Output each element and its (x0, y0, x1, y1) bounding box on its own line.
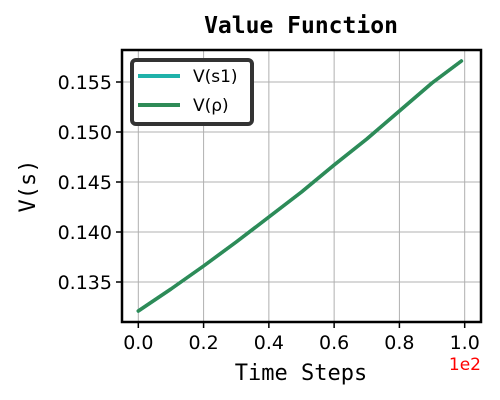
y-tick-label: 0.140 (58, 222, 112, 244)
plot-frame (120, 48, 483, 324)
x-tick-label: 0.4 (254, 332, 284, 354)
legend: V(s1) V(ρ) (130, 58, 254, 126)
x-tick-label: 0.2 (188, 332, 218, 354)
y-tick-label: 0.155 (58, 72, 112, 94)
series-lines (136, 59, 464, 313)
y-tick-label: 0.145 (58, 172, 112, 194)
x-offset-label: 1e2 (449, 355, 481, 375)
series-line-1 (136, 59, 464, 313)
x-tick-label: 0.6 (319, 332, 349, 354)
x-axis-label: Time Steps (235, 361, 367, 386)
y-axis-label: V(s) (16, 160, 41, 213)
x-tick-label: 0.0 (123, 332, 153, 354)
legend-label-v-rho: V(ρ) (193, 96, 229, 116)
chart-title: Value Function (204, 13, 398, 39)
legend-label-v-s1: V(s1) (193, 67, 238, 87)
x-tick-label: 0.8 (384, 332, 414, 354)
y-tick-label: 0.135 (58, 272, 112, 294)
axis-ticks: 0.0 0.2 0.4 0.6 0.8 1.0 0.135 0.140 0.145 0.150 0.… (58, 72, 480, 354)
x-tick-label: 1.0 (450, 332, 480, 354)
y-tick-label: 0.150 (58, 122, 112, 144)
